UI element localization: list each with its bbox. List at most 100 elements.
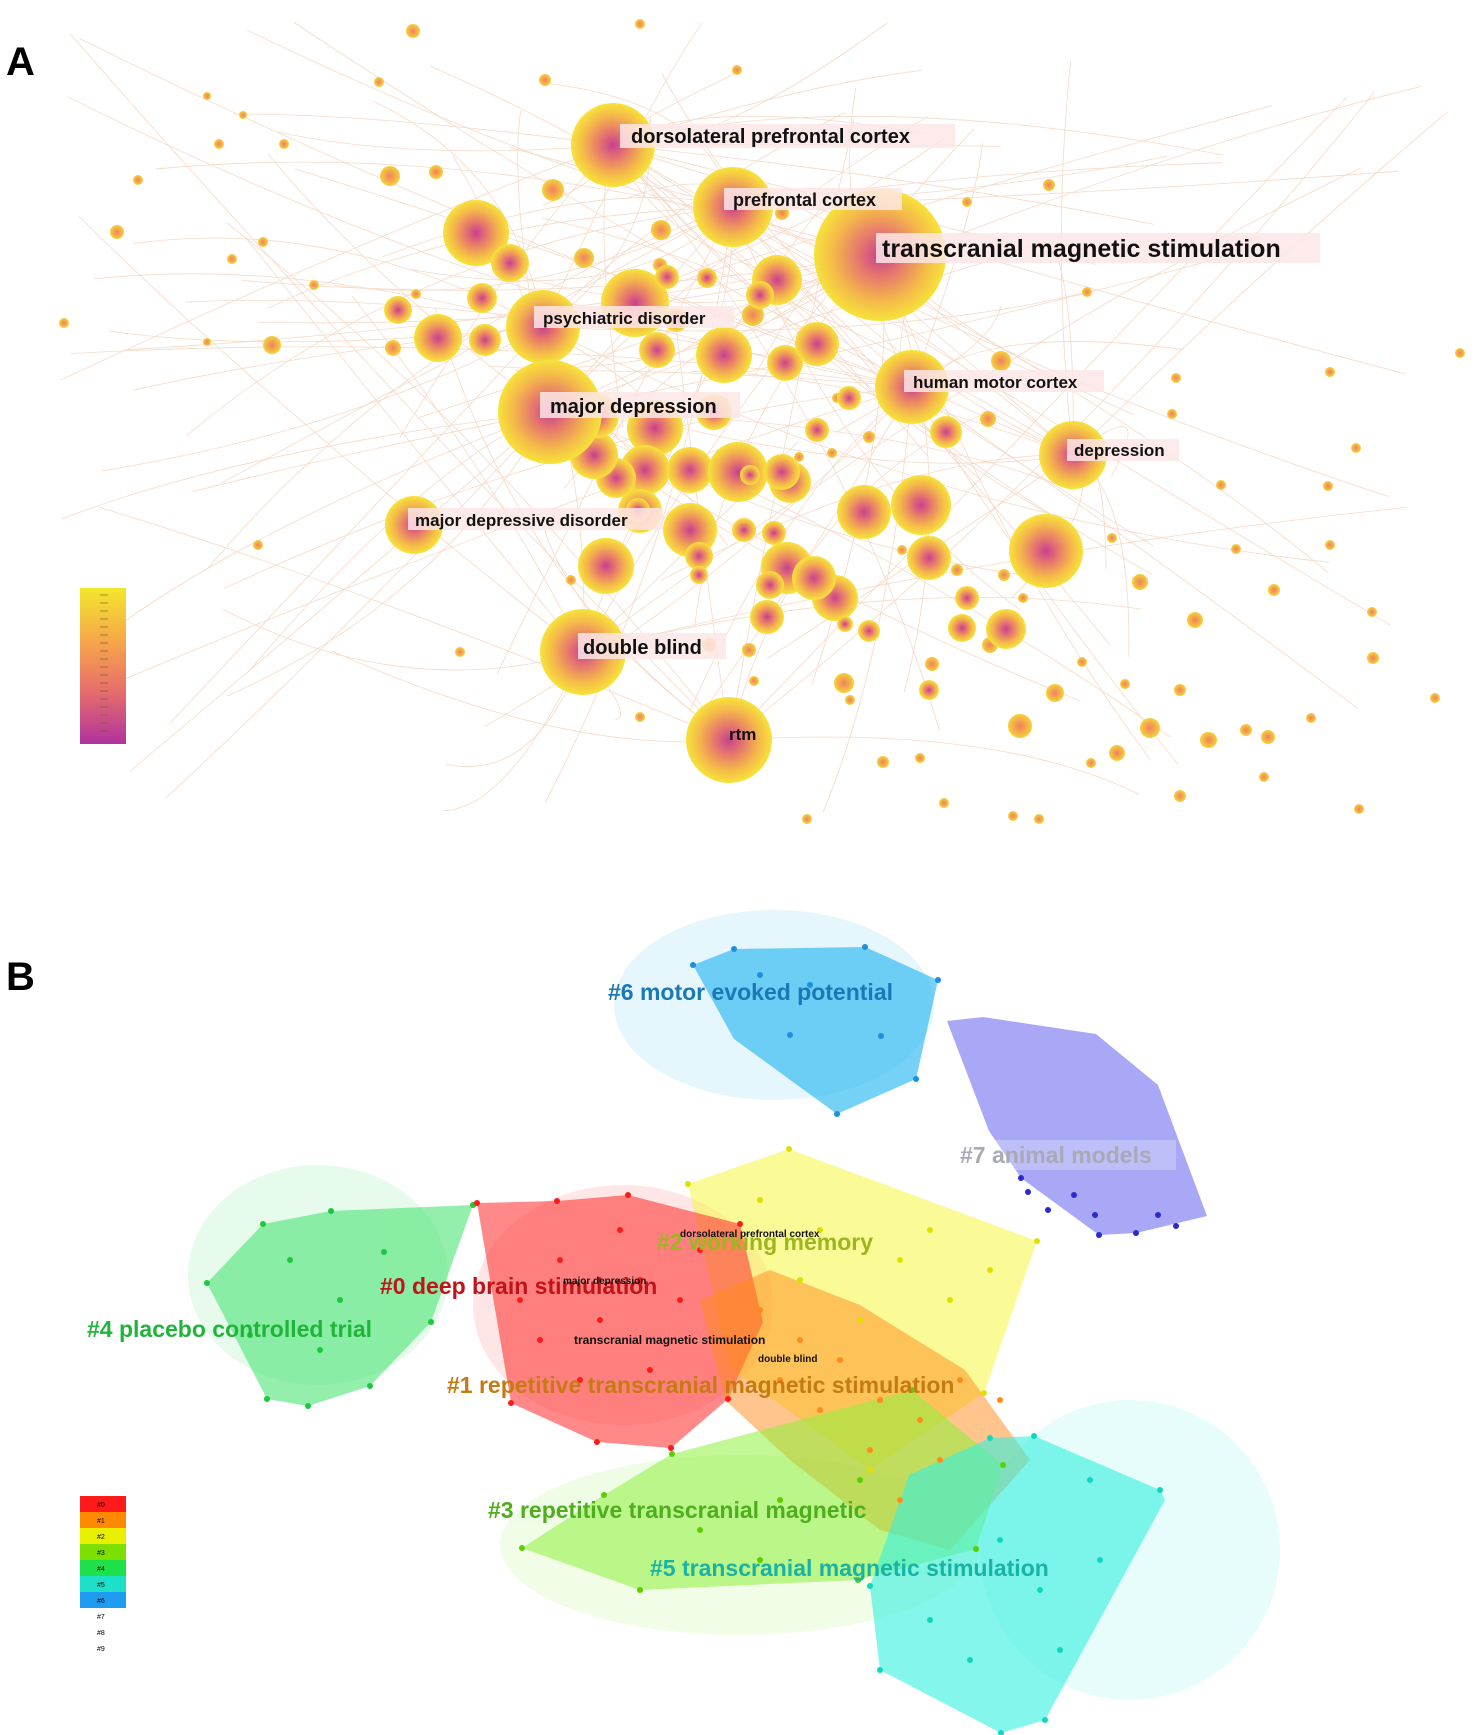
legend-label: #7 — [97, 1614, 105, 1621]
cluster-member-dot — [647, 1367, 653, 1373]
colorbar — [80, 588, 126, 744]
cluster-label-2: #2 working memory — [657, 1229, 873, 1255]
cluster-member-dot — [757, 1307, 763, 1313]
cluster-member-dot — [997, 1397, 1003, 1403]
cluster-member-dot — [817, 1227, 823, 1233]
network-node — [1174, 790, 1186, 802]
cluster-member-dot — [1097, 1557, 1103, 1563]
label-human-motor-cortex: human motor cortex — [913, 373, 1078, 392]
cluster-member-dot — [519, 1545, 525, 1551]
network-node — [792, 556, 836, 600]
panel-a-network: A dorsolateral prefrontal cortex prefron… — [6, 19, 1465, 824]
cluster-member-dot — [577, 1377, 583, 1383]
network-node — [411, 289, 421, 299]
network-node — [939, 798, 949, 808]
cluster-member-dot — [937, 1457, 943, 1463]
legend-label: #0 — [97, 1502, 105, 1509]
cluster-member-dot — [474, 1200, 480, 1206]
legend-swatch — [80, 1512, 126, 1528]
cluster-member-dot — [987, 1435, 993, 1441]
legend-label: #8 — [97, 1630, 105, 1637]
cluster-member-dot — [260, 1221, 266, 1227]
cluster-member-dot — [857, 1317, 863, 1323]
cluster-member-dot — [1173, 1223, 1179, 1229]
cluster-member-dot — [1071, 1192, 1077, 1198]
cluster-member-dot — [697, 1247, 703, 1253]
network-node — [1077, 657, 1087, 667]
network-link — [879, 254, 1151, 761]
cluster-member-dot — [508, 1400, 514, 1406]
network-node — [469, 324, 501, 356]
network-link — [78, 215, 584, 653]
network-link — [641, 417, 1074, 464]
network-small-nodes — [59, 19, 1465, 824]
network-node — [962, 197, 972, 207]
cluster-member-dot — [777, 1377, 783, 1383]
network-node — [756, 571, 784, 599]
cluster-member-dot — [287, 1257, 293, 1263]
network-link — [233, 113, 614, 146]
cluster-member-dot — [897, 1497, 903, 1503]
network-node — [1140, 718, 1160, 738]
network-node — [805, 418, 829, 442]
cluster-hull-7 — [947, 1017, 1207, 1235]
cluster-member-dot — [247, 1332, 253, 1338]
network-link — [331, 650, 730, 743]
cluster-member-dot — [867, 1467, 873, 1473]
network-node — [991, 351, 1011, 371]
network-node — [837, 616, 853, 632]
cluster-member-dot — [935, 977, 941, 983]
label-psychiatric-disorder: psychiatric disorder — [543, 309, 706, 328]
network-link — [549, 115, 929, 413]
cluster-member-dot — [668, 1445, 674, 1451]
network-node — [749, 676, 759, 686]
cluster-member-dot — [1031, 1433, 1037, 1439]
network-node — [930, 416, 962, 448]
network-node — [1008, 714, 1032, 738]
network-node — [1132, 574, 1148, 590]
network-node — [309, 280, 319, 290]
network-node — [133, 175, 143, 185]
network-node — [667, 447, 713, 493]
inner-label-dlpfc: dorsolateral prefrontal cortex — [680, 1229, 820, 1240]
network-node — [639, 332, 675, 368]
network-node — [998, 569, 1010, 581]
label-transcranial-magnetic-stimulation: transcranial magnetic stimulation — [882, 235, 1281, 263]
network-node — [455, 647, 465, 657]
network-node — [827, 448, 837, 458]
cluster-member-dot — [987, 1267, 993, 1273]
network-link — [278, 131, 614, 152]
cluster-member-dot — [305, 1403, 311, 1409]
network-node — [406, 24, 420, 38]
cluster-label-3: #3 repetitive transcranial magnetic — [488, 1497, 867, 1523]
network-node — [1109, 745, 1125, 761]
network-link — [549, 256, 1004, 413]
network-node — [1167, 409, 1177, 419]
network-link — [227, 411, 551, 697]
network-node — [732, 518, 756, 542]
cluster-member-dot — [517, 1297, 523, 1303]
network-node — [919, 680, 939, 700]
network-node — [1323, 481, 1333, 491]
cluster-labels: #6 motor evoked potential #7 animal mode… — [87, 979, 1176, 1581]
network-node — [578, 538, 634, 594]
cluster-member-dot — [601, 1492, 607, 1498]
label-rtm: rtm — [729, 725, 756, 744]
network-node — [951, 564, 963, 576]
cluster-member-dot — [264, 1396, 270, 1402]
network-node — [110, 225, 124, 239]
cluster-member-dot — [877, 1667, 883, 1673]
cluster-member-dot — [878, 1033, 884, 1039]
cluster-member-dot — [597, 1317, 603, 1323]
cluster-member-dot — [1096, 1232, 1102, 1238]
network-node — [696, 327, 752, 383]
network-node — [955, 586, 979, 610]
network-node — [258, 237, 268, 247]
cluster-member-dot — [1087, 1477, 1093, 1483]
network-node — [762, 521, 786, 545]
cluster-label-4: #4 placebo controlled trial — [87, 1316, 372, 1342]
cluster-member-dot — [862, 944, 868, 950]
network-node — [443, 200, 509, 266]
cluster-member-dots — [204, 944, 1179, 1735]
cluster-member-dot — [1157, 1487, 1163, 1493]
